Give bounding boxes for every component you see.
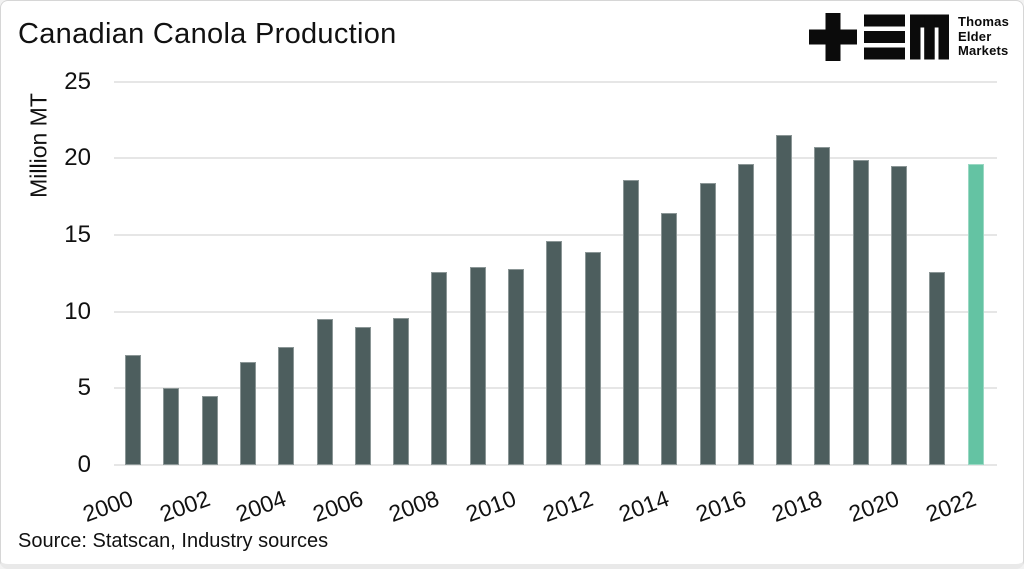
bar-2011 [546, 241, 563, 465]
x-tick-label-2006: 2006 [309, 485, 367, 527]
bar-2014 [661, 213, 678, 465]
tem-logo-mark-icon [808, 13, 949, 61]
bar-2016 [737, 164, 754, 465]
y-tick-label-10: 10 [64, 297, 91, 325]
x-tick-label-2016: 2016 [692, 485, 750, 527]
bar-2020 [891, 165, 907, 465]
bar-2012 [584, 251, 601, 465]
bar-2017 [776, 135, 793, 465]
bar-2021 [929, 271, 946, 465]
y-tick-label-5: 5 [77, 374, 91, 402]
bar-2008 [431, 271, 448, 465]
bar-2009 [469, 267, 486, 465]
bar-2022 [967, 164, 984, 465]
x-tick-label-2008: 2008 [385, 485, 443, 527]
bar-2003 [239, 362, 256, 465]
bar-2018 [814, 147, 831, 465]
bar-2002 [201, 395, 218, 465]
x-tick-label-2018: 2018 [768, 485, 826, 527]
bar-2006 [354, 326, 371, 465]
x-tick-label-2022: 2022 [921, 485, 979, 527]
brand-line: Elder [957, 28, 992, 44]
x-tick-label-2002: 2002 [155, 485, 213, 527]
x-tick-label-2000: 2000 [79, 485, 137, 527]
tem-logo-equals-icon [863, 14, 905, 60]
bar-2007 [393, 317, 410, 465]
bar-2015 [699, 182, 716, 465]
gridline-15 [114, 233, 997, 236]
bar-2000 [125, 354, 141, 465]
brand-line: Markets [957, 43, 1009, 59]
x-tick-label-2020: 2020 [845, 485, 903, 527]
x-tick-label-2012: 2012 [538, 485, 596, 527]
y-tick-label-20: 20 [64, 144, 91, 172]
x-tick-label-2010: 2010 [462, 485, 520, 527]
brand-name: Thomas Elder Markets [958, 15, 1009, 59]
bar-2005 [316, 319, 333, 465]
y-tick-label-0: 0 [77, 451, 91, 478]
tem-logo-plus-icon [808, 13, 857, 61]
bar-2019 [852, 159, 869, 465]
brand-line: Thomas [957, 14, 1009, 30]
gridline-20 [114, 157, 997, 160]
gridline-0 [114, 464, 997, 466]
tem-logo-m-icon [909, 14, 949, 60]
bar-2001 [163, 388, 180, 465]
source-note: Source: Statscan, Industry sources [18, 530, 329, 552]
gridline-25 [114, 80, 997, 83]
bar-2010 [508, 268, 524, 465]
bar-2013 [622, 179, 639, 465]
x-tick-label-2014: 2014 [615, 485, 673, 527]
y-tick-label-15: 15 [64, 220, 91, 248]
x-tick-label-2004: 2004 [232, 485, 290, 527]
bar-2004 [278, 346, 295, 465]
y-tick-label-25: 25 [64, 67, 91, 95]
tem-logo: Thomas Elder Markets [808, 13, 1009, 61]
chart-title: Canadian Canola Production [18, 18, 397, 50]
